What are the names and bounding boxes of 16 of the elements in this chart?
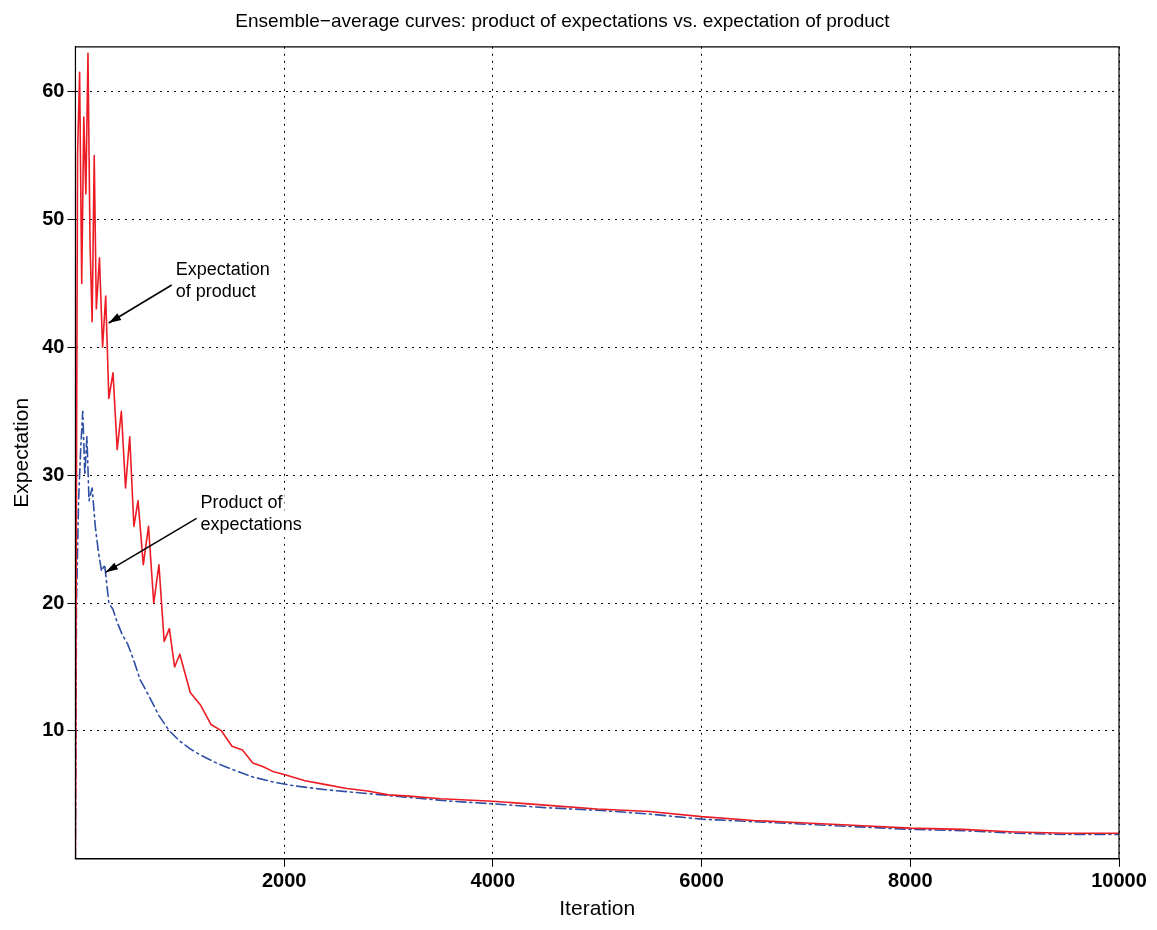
annotation: Expectation of product	[175, 258, 270, 301]
chart-title: Ensemble−average curves: product of expectations vs. expectation of product	[235, 9, 891, 31]
x-tick-label: 8000	[888, 869, 933, 892]
y-tick-label: 30	[42, 462, 65, 485]
y-tick-label: 20	[42, 590, 65, 613]
x-tick-label: 10000	[1091, 869, 1147, 892]
y-tick-label: 60	[42, 79, 65, 102]
y-tick-label: 50	[42, 206, 65, 229]
x-tick-label: 2000	[261, 869, 307, 892]
y-tick-label: 10	[42, 718, 65, 741]
y-tick-label: 40	[42, 334, 65, 357]
y-axis-title: Expectation	[9, 397, 33, 508]
x-tick-label: 4000	[470, 869, 516, 892]
annotation: Product of expectations	[200, 492, 302, 535]
x-tick-label: 6000	[679, 869, 724, 892]
x-axis-title: Iteration	[559, 896, 636, 920]
